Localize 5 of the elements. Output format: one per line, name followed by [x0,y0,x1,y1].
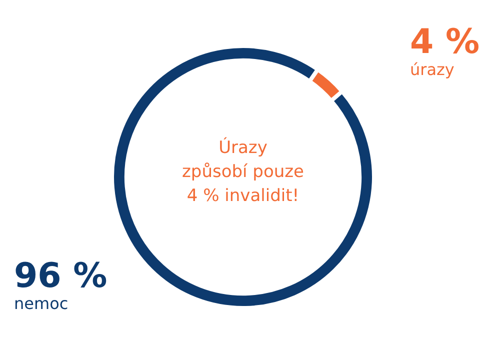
slice-label: úrazy [410,60,456,80]
data-label: 4 % [410,22,480,62]
slice-label: nemoc [14,294,70,314]
data-label: 96 % [14,256,108,296]
text: Úrazy způsobí pouze 4 % invalidit! [180,137,305,208]
